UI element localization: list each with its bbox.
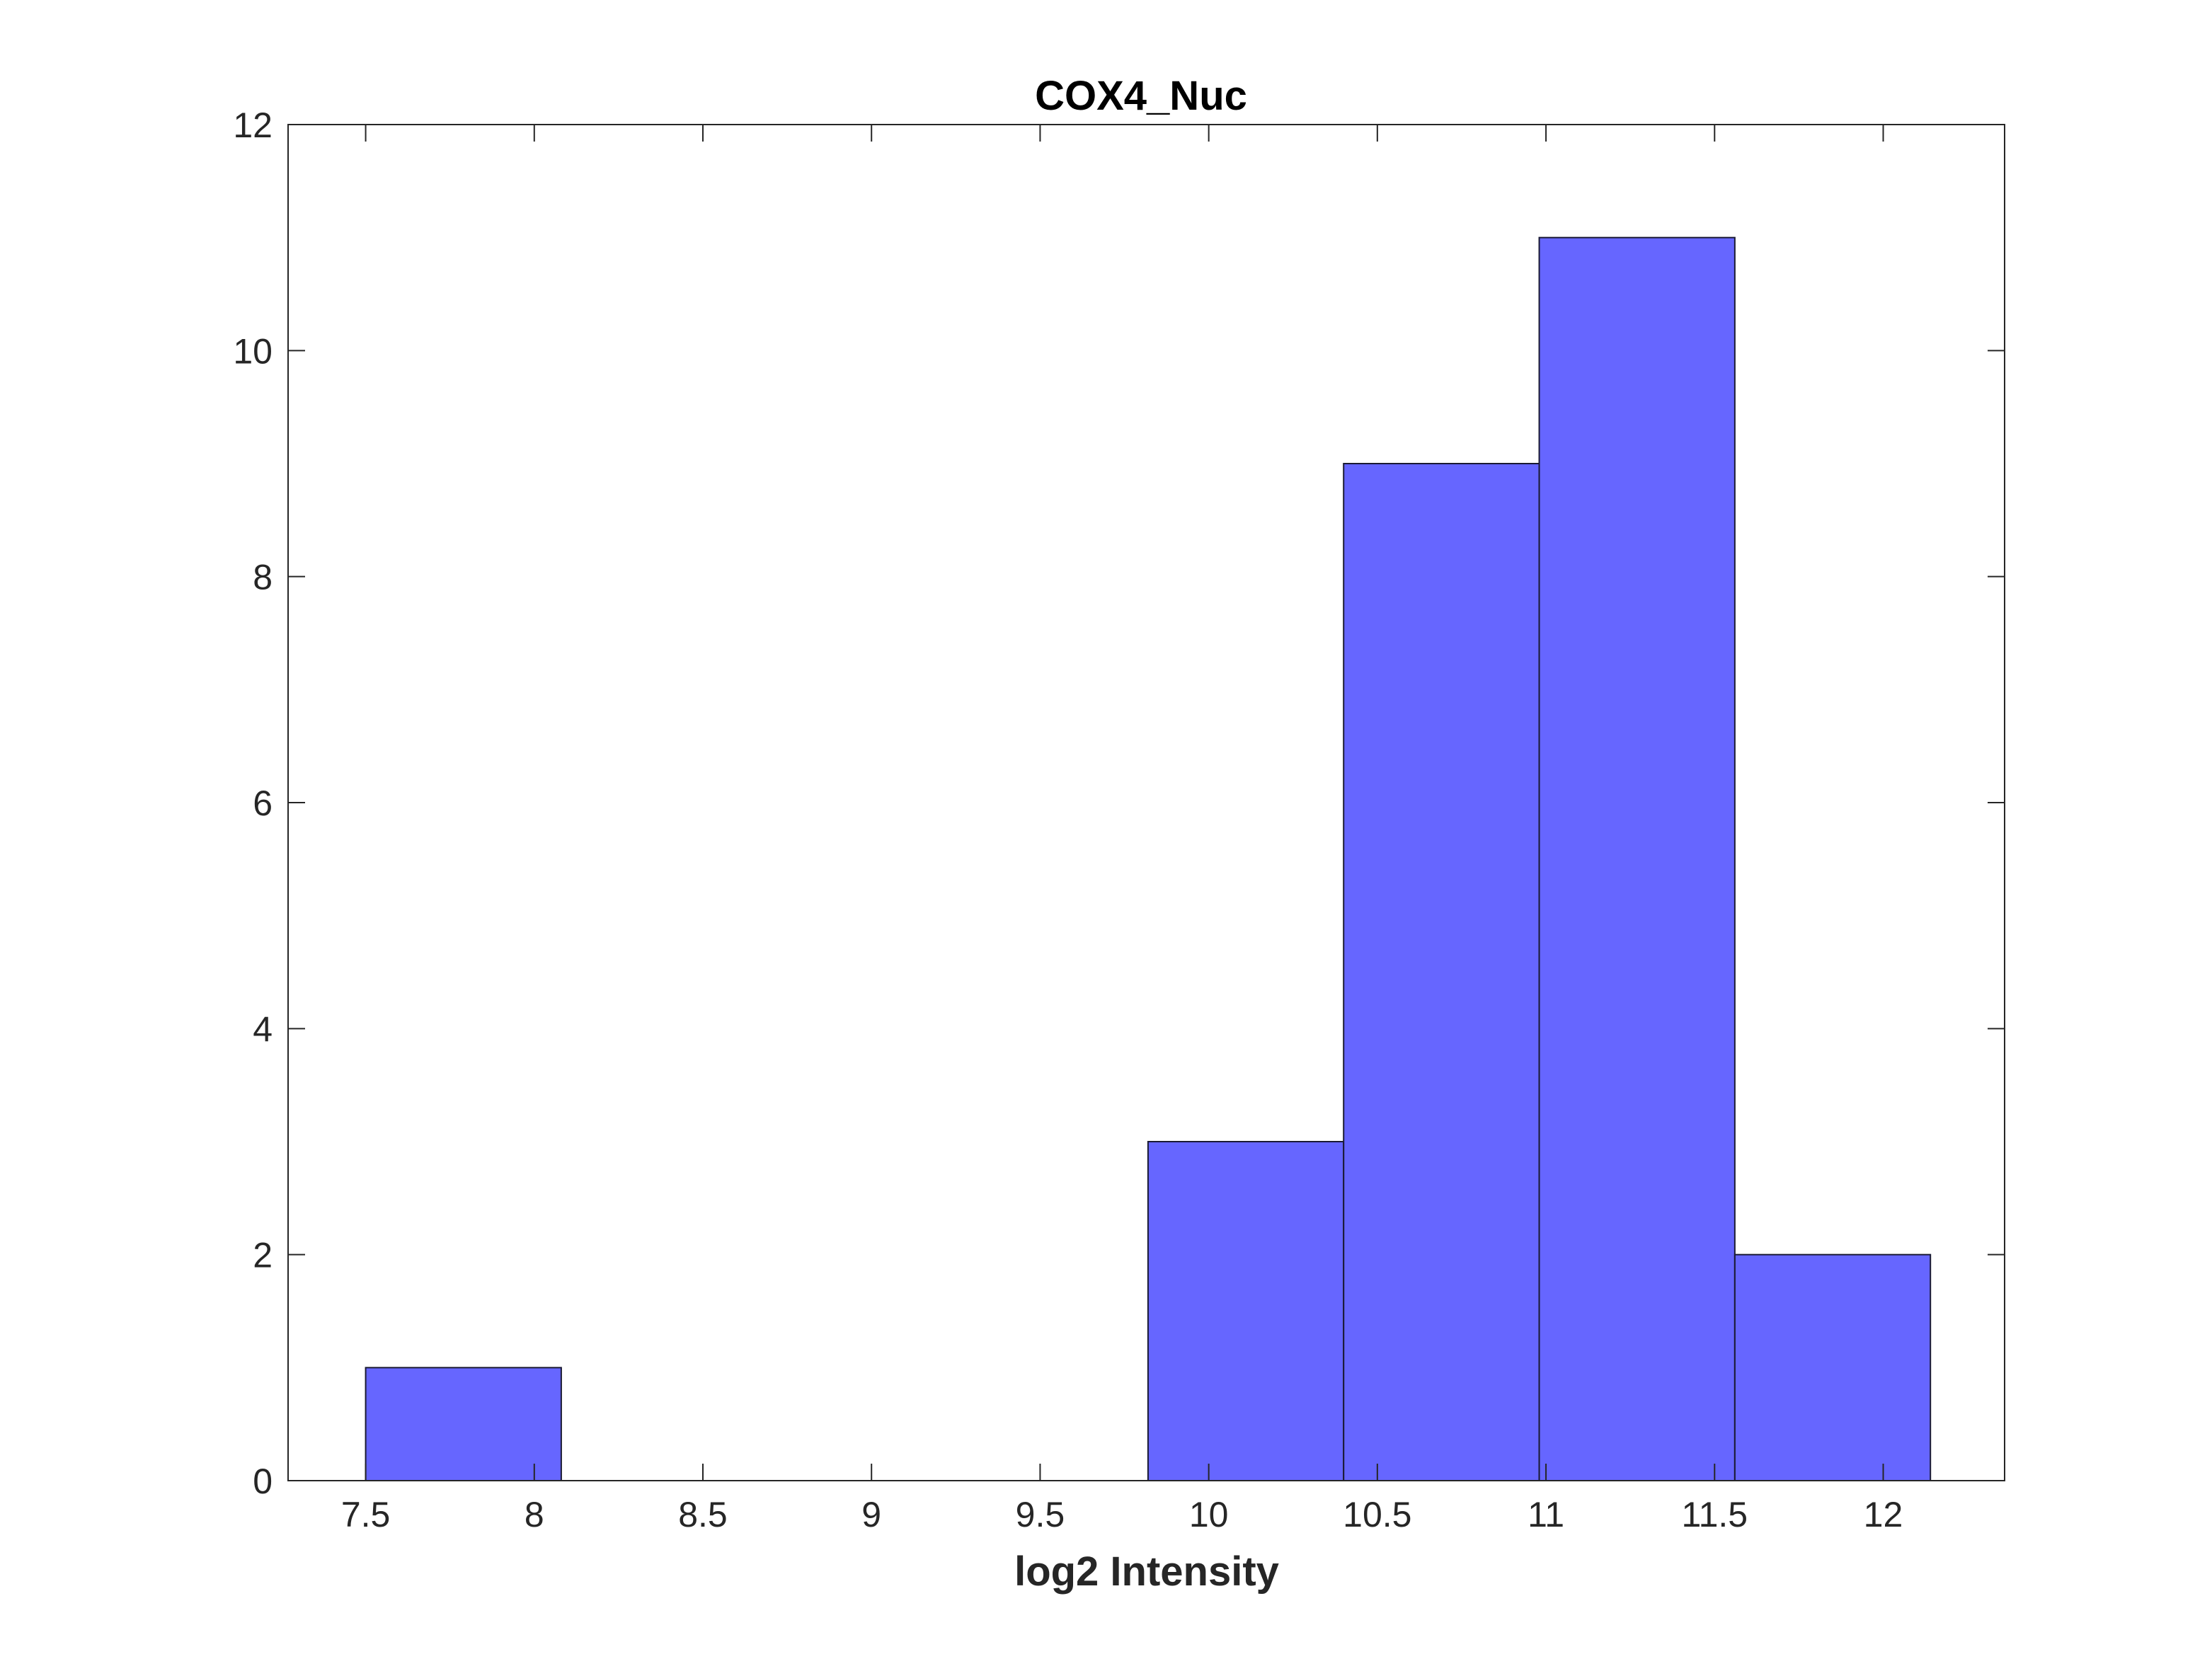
histogram-bar (1343, 463, 1540, 1481)
axes-box (287, 124, 2005, 1481)
histogram-bar (1734, 1253, 1932, 1481)
x-axis-label: log2 Intensity (1014, 1549, 1279, 1595)
bars-group (365, 236, 1932, 1482)
histogram-bar (1538, 236, 1736, 1482)
x-tick-label: 10.5 (1343, 1495, 1411, 1534)
y-tick-label: 6 (253, 783, 273, 823)
y-tick-label: 4 (253, 1009, 273, 1049)
x-tick-label: 11 (1528, 1495, 1564, 1534)
histogram-bar (365, 1367, 562, 1482)
chart-title: COX4_Nuc (1035, 73, 1247, 119)
x-tick-label: 12 (1864, 1495, 1903, 1534)
x-tick-label: 7.5 (341, 1495, 391, 1534)
x-tick-label: 10 (1189, 1495, 1229, 1534)
y-tick-label: 12 (233, 105, 273, 145)
ticks-group: 7.5 8 8.5 9 9.5 10 10.5 11 11.5 12 0 2 4 6 8 10 12 (233, 105, 2005, 1534)
y-tick-label: 2 (253, 1236, 273, 1275)
x-tick-label: 9.5 (1016, 1495, 1065, 1534)
y-tick-label: 8 (253, 558, 273, 597)
x-tick-label: 11.5 (1681, 1495, 1748, 1534)
x-tick-label: 8 (525, 1495, 544, 1534)
histogram-bar (1147, 1141, 1345, 1481)
x-tick-label: 9 (861, 1495, 881, 1534)
y-tick-label: 10 (233, 331, 273, 371)
y-tick-label: 0 (253, 1462, 273, 1501)
x-tick-label: 8.5 (678, 1495, 728, 1534)
